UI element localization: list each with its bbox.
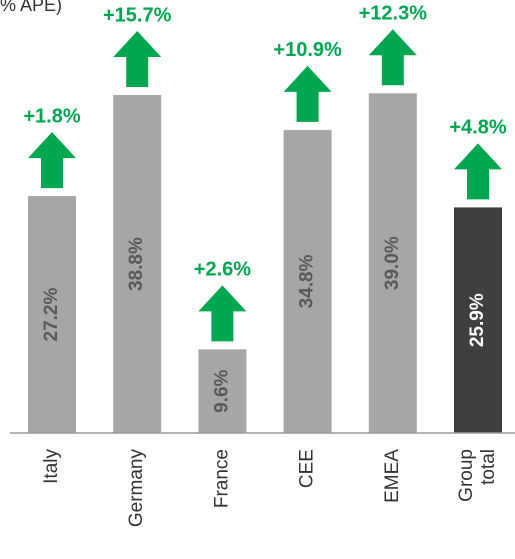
annotation: +15.7%: [103, 4, 172, 26]
annotation: +12.3%: [359, 3, 428, 25]
value-label: 38.8%: [126, 237, 147, 291]
value-label: 25.9%: [467, 293, 488, 347]
bar: [113, 95, 162, 433]
x-tick-label: CEE: [297, 449, 318, 488]
value-label: 39.0%: [382, 236, 403, 290]
bar: [454, 207, 502, 433]
annotation: +10.9%: [273, 39, 342, 61]
x-tick-label: Grouptotal: [456, 449, 499, 502]
arrow: [454, 143, 502, 200]
bar: [368, 93, 417, 433]
annotation: +2.6%: [194, 259, 251, 281]
bar: [28, 196, 76, 433]
value-label: 34.8%: [297, 254, 318, 308]
x-tick-label: Germany: [126, 449, 147, 528]
annotation: +1.8%: [23, 105, 80, 127]
arrow: [368, 29, 417, 86]
x-tick-label: Italy: [41, 449, 62, 484]
arrow: [283, 65, 332, 122]
annotation: +4.8%: [449, 117, 506, 139]
value-label: 27.2%: [41, 288, 62, 342]
bar: [283, 129, 332, 433]
bar: [198, 349, 247, 433]
arrow: [198, 285, 247, 342]
arrow: [28, 132, 76, 189]
value-label: 9.6%: [211, 369, 232, 412]
x-tick-label: France: [211, 449, 232, 508]
x-tick-label: EMEA: [382, 449, 403, 503]
arrow: [113, 31, 162, 88]
chart-title: % APE): [0, 0, 62, 15]
